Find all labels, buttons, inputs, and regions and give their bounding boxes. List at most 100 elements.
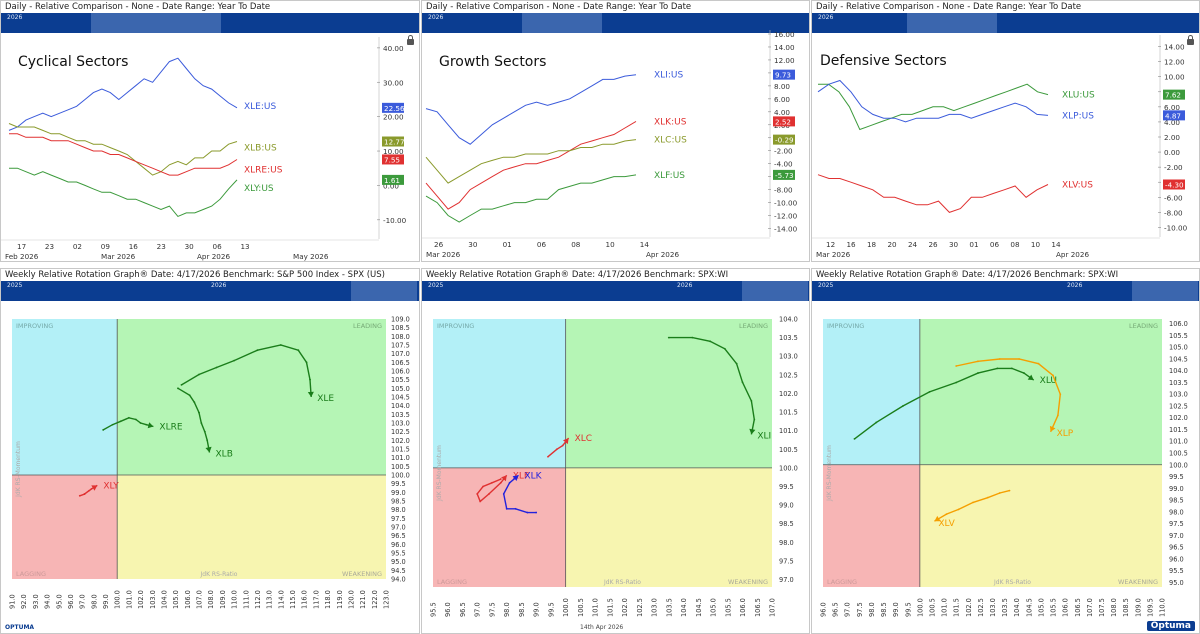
quadrant-label-improving: IMPROVING — [827, 322, 864, 330]
x-tick-label: 103.5 — [1001, 598, 1009, 617]
chart-title: Defensive Sectors — [820, 53, 947, 69]
x-tick-label: 10 — [1031, 240, 1041, 249]
rrg-label: XLF — [513, 471, 529, 481]
value-badge-text: 2.52 — [775, 117, 791, 126]
y-tick-label: 103.5 — [779, 334, 798, 342]
rrg-chart-defensive: IMPROVING LEADING LAGGING WEAKENING JdK RS-R… — [820, 319, 1188, 617]
quadrant-leading — [117, 319, 386, 475]
y-tick-label: 101.0 — [1169, 438, 1188, 446]
pane-defensive: Daily - Relative Comparison - None - Dat… — [811, 0, 1200, 262]
value-badge-text: 9.73 — [775, 71, 791, 80]
x-axis-title: JdK RS-Ratio — [993, 579, 1031, 586]
quadrant-label-improving: IMPROVING — [16, 322, 53, 330]
y-tick-label: 98.0 — [779, 539, 794, 547]
x-tick-label: 97.0 — [79, 594, 87, 609]
y-tick-label: -12.00 — [774, 212, 798, 221]
series-label: XLE:US — [244, 102, 276, 112]
y-tick-label: 97.0 — [1169, 532, 1184, 540]
y-tick-label: 99.5 — [1169, 473, 1184, 481]
x-tick-label: 98.0 — [868, 602, 876, 617]
rrg-point — [88, 489, 91, 492]
navigator-bar[interactable]: 2025 2026 — [1, 281, 419, 301]
y-tick-label: 101.5 — [1169, 426, 1188, 434]
x-month-label: Mar 2026 — [816, 250, 851, 259]
line-chart-growth: 16.0014.0012.0010.008.006.004.002.000.00… — [422, 30, 798, 259]
date-footer: 14th Apr 2026 — [580, 624, 624, 631]
pane-title: Weekly Relative Rotation Graph® Date: 4/… — [5, 270, 385, 280]
rrg-point — [972, 501, 975, 504]
quadrant-improving — [12, 319, 118, 475]
x-tick-label: 14 — [1051, 240, 1061, 249]
navigator-selection[interactable] — [907, 13, 997, 33]
x-tick-label: 06 — [213, 242, 223, 251]
navigator-bar[interactable]: 2025 2026 — [812, 281, 1199, 301]
quadrant-weakening — [117, 475, 386, 579]
line-chart-defensive: 14.0012.0010.008.006.004.002.000.00-2.00… — [812, 35, 1188, 259]
series-label: XLP:US — [1062, 111, 1094, 121]
series-line-xlv-us — [817, 174, 1049, 213]
rrg-arrowhead — [563, 438, 569, 445]
rrg-arrowhead — [147, 422, 154, 429]
navigator-selection[interactable] — [91, 13, 221, 33]
lock-icon[interactable] — [1187, 35, 1194, 45]
y-axis-title: JdK RS-Momentum — [826, 445, 833, 502]
rrg-point — [977, 360, 979, 363]
y-tick-label: 10.00 — [1164, 73, 1185, 82]
x-tick-label: 111.0 — [242, 590, 250, 609]
series-label: XLI:US — [654, 71, 683, 81]
x-tick-label: 105.0 — [710, 598, 718, 617]
navigator-selection[interactable] — [742, 281, 808, 301]
navigator-selection[interactable] — [351, 281, 417, 301]
rrg-point — [902, 405, 904, 407]
rrg-point — [111, 423, 114, 426]
brand-logo: OPTUMA — [5, 624, 35, 631]
lock-icon[interactable] — [407, 35, 414, 45]
x-tick-label: 08 — [1010, 240, 1020, 249]
rrg-point — [479, 500, 482, 503]
rrg-point — [476, 493, 479, 495]
x-tick-label: 97.0 — [844, 602, 852, 617]
x-tick-label: 99.0 — [533, 602, 541, 617]
y-tick-label: 98.0 — [1169, 508, 1184, 516]
x-month-label: Mar 2026 — [426, 250, 461, 259]
x-tick-label: 13 — [240, 242, 249, 251]
rrg-arrowhead — [1049, 425, 1056, 432]
series-line-xlre-us — [9, 133, 238, 176]
quadrant-weakening — [565, 467, 772, 587]
quadrant-label-leading: LEADING — [1129, 322, 1158, 330]
navigator-selection[interactable] — [522, 13, 602, 33]
y-tick-label: -10.00 — [774, 199, 798, 208]
y-tick-label: 102.0 — [1169, 414, 1188, 422]
y-tick-label: 109.0 — [391, 316, 410, 324]
x-tick-label: 12 — [826, 240, 835, 249]
rrg-point — [957, 508, 960, 511]
y-tick-label: 99.0 — [779, 502, 794, 510]
y-tick-label: 99.5 — [391, 480, 406, 488]
navigator-selection[interactable] — [1132, 281, 1198, 301]
rrg-point — [499, 478, 502, 480]
rrg-point — [667, 336, 670, 339]
navigator-bar[interactable]: 2025 2026 — [422, 281, 809, 301]
rrg-point — [709, 340, 711, 343]
navigator-bar[interactable]: 2026 — [422, 13, 809, 33]
navigator-bar[interactable]: 2026 — [1, 13, 419, 33]
x-tick-label: 99.0 — [102, 594, 110, 609]
y-tick-label: 104.5 — [1169, 355, 1188, 363]
y-axis-title: JdK RS-Momentum — [15, 441, 22, 498]
y-tick-label: 20.00 — [383, 113, 404, 122]
rrg-label: XLI — [757, 431, 771, 441]
y-tick-label: 105.5 — [1169, 332, 1188, 340]
rrg-point — [547, 455, 549, 458]
quadrant-label-leading: LEADING — [739, 322, 768, 330]
navigator-bar[interactable]: 2026 — [812, 13, 1199, 33]
x-tick-label: 92.0 — [20, 594, 28, 609]
y-tick-label: -6.00 — [1164, 193, 1183, 202]
rrg-tail-xlre — [102, 417, 154, 431]
y-tick-label: 6.00 — [774, 95, 790, 104]
rrg-point — [206, 439, 209, 442]
x-tick-label: 104.0 — [1013, 598, 1021, 617]
rrg-point — [998, 492, 1001, 494]
x-tick-label: 100.5 — [577, 598, 585, 617]
y-tick-label: 95.5 — [391, 550, 406, 558]
rrg-point — [1008, 489, 1011, 492]
